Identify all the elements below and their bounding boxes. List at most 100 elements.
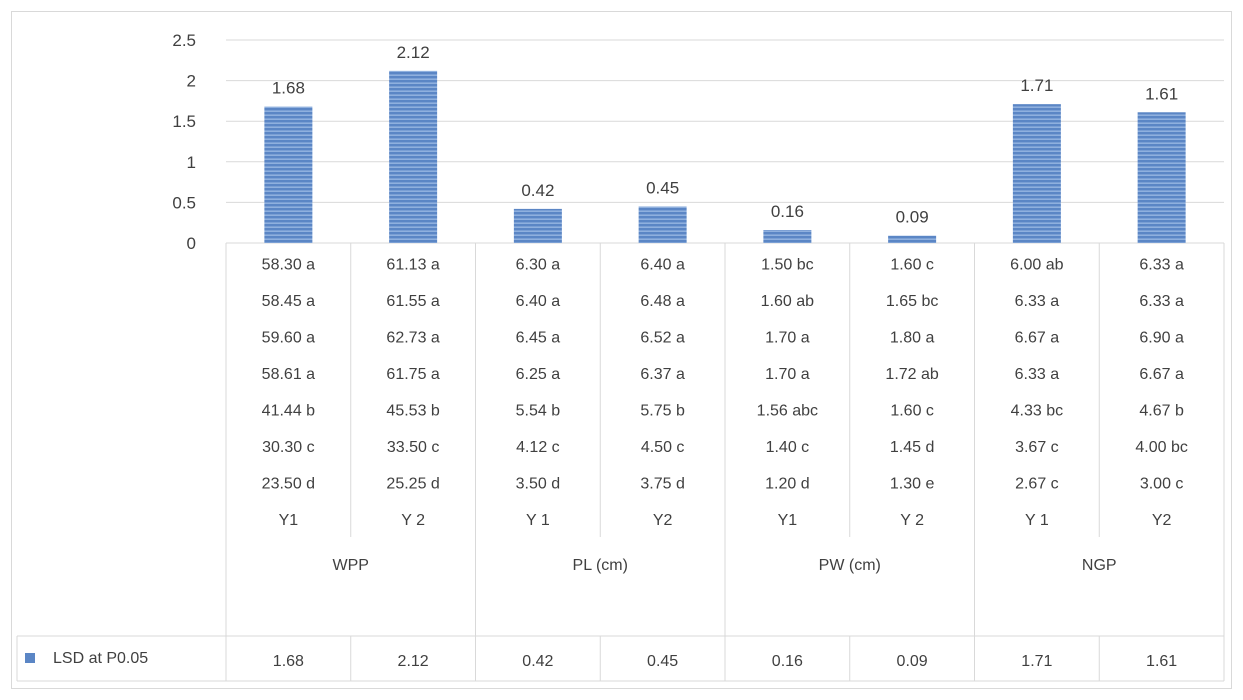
table-cell: 61.75 a [386, 366, 439, 383]
table-cell: 6.33 a [1139, 256, 1184, 273]
legend-row-value: 0.42 [522, 653, 553, 670]
table-cell: 1.70 a [765, 329, 810, 346]
table-cell: 5.75 b [640, 402, 685, 419]
table-cell: 2.67 c [1015, 475, 1059, 492]
legend-label: LSD at P0.05 [53, 650, 148, 667]
table-cell: 6.40 a [640, 256, 685, 273]
y-tick-label: 0.5 [172, 193, 196, 212]
table-cell: 6.48 a [640, 293, 685, 310]
x-group-label: NGP [1082, 557, 1117, 574]
table-cell: 59.60 a [262, 329, 315, 346]
bar [264, 106, 313, 243]
table-cell: 4.67 b [1139, 402, 1184, 419]
table-cell: 25.25 d [386, 475, 439, 492]
x-category-label: Y2 [653, 512, 673, 529]
table-cell: 5.54 b [516, 402, 561, 419]
table-cell: 6.33 a [1015, 293, 1060, 310]
table-cell: 6.52 a [640, 329, 685, 346]
y-tick-label: 0 [187, 234, 196, 253]
grid-layer [226, 39, 1224, 244]
table-cell: 6.25 a [516, 366, 561, 383]
table-cell: 41.44 b [262, 402, 315, 419]
table-cell: 1.80 a [890, 329, 935, 346]
table-cell: 58.30 a [262, 256, 315, 273]
table-cell: 6.67 a [1015, 329, 1060, 346]
table-cell: 1.20 d [765, 475, 809, 492]
table-cell: 62.73 a [386, 329, 439, 346]
table-cell: 6.45 a [516, 329, 561, 346]
table-cell: 4.50 c [641, 439, 685, 456]
table-cell: 1.56 abc [757, 402, 818, 419]
table-cell: 23.50 d [262, 475, 315, 492]
bar [389, 70, 438, 243]
legend-row-value: 1.61 [1146, 653, 1177, 670]
table-cell: 4.33 bc [1011, 402, 1063, 419]
table-cell: 4.12 c [516, 439, 560, 456]
table-cell: 61.13 a [386, 256, 439, 273]
bar-data-label: 1.61 [1145, 84, 1178, 103]
table-cell: 1.72 ab [885, 366, 938, 383]
bar [1012, 104, 1061, 243]
legend-swatch [25, 653, 35, 663]
table-cell: 3.00 c [1140, 475, 1184, 492]
table-cell: 1.30 e [890, 475, 935, 492]
y-tick-label: 2 [187, 72, 196, 91]
table-cell: 6.90 a [1139, 329, 1184, 346]
y-axis: 0 0.5 1 1.5 2 2.5 [172, 31, 196, 253]
bar-data-label: 0.09 [896, 208, 929, 227]
bar-data-label: 0.45 [646, 178, 679, 197]
x-group-label: WPP [333, 557, 369, 574]
bar-data-label: 0.42 [521, 181, 554, 200]
table-cell: 1.40 c [766, 439, 810, 456]
bar [763, 230, 812, 243]
x-category-label: Y1 [279, 512, 299, 529]
table-cell: 1.70 a [765, 366, 810, 383]
chart-frame [11, 11, 1232, 689]
bar [638, 206, 687, 243]
y-tick-label: 1 [187, 153, 196, 172]
bar [888, 235, 937, 243]
table-cell: 30.30 c [262, 439, 314, 456]
table-cell: 6.00 ab [1010, 256, 1063, 273]
y-tick-label: 2.5 [172, 31, 196, 50]
x-category-label: Y1 [778, 512, 798, 529]
x-category-label: Y 1 [526, 512, 550, 529]
x-category-label: Y 1 [1025, 512, 1049, 529]
bar-data-label: 1.71 [1020, 76, 1053, 95]
bar-data-label: 2.12 [397, 43, 430, 62]
bar-data-label: 1.68 [272, 79, 305, 98]
bar [1137, 112, 1186, 243]
table-cell: 6.33 a [1139, 293, 1184, 310]
table-cell: 33.50 c [387, 439, 439, 456]
table-cell: 6.30 a [516, 256, 561, 273]
table-cell: 1.60 c [890, 256, 934, 273]
x-group-label: PL (cm) [573, 557, 628, 574]
bar-data-label: 0.16 [771, 202, 804, 221]
y-tick-label: 1.5 [172, 112, 196, 131]
table-cell: 61.55 a [386, 293, 439, 310]
legend-row-value: 1.71 [1021, 653, 1052, 670]
table-cell: 58.61 a [262, 366, 315, 383]
table-cell: 1.50 bc [761, 256, 813, 273]
legend-row-value: 0.09 [897, 653, 928, 670]
table-cell: 1.65 bc [886, 293, 938, 310]
table-cell: 45.53 b [386, 402, 439, 419]
x-category-label: Y 2 [900, 512, 924, 529]
x-group-label: PW (cm) [819, 557, 881, 574]
x-category-label: Y 2 [401, 512, 425, 529]
table-cell: 6.33 a [1015, 366, 1060, 383]
table-cell: 6.40 a [516, 293, 561, 310]
table-cell: 1.45 d [890, 439, 934, 456]
table-cell: 4.00 bc [1135, 439, 1187, 456]
x-category-label: Y2 [1152, 512, 1172, 529]
table-cell: 58.45 a [262, 293, 315, 310]
table-cell: 3.75 d [640, 475, 684, 492]
legend-row-value: 0.45 [647, 653, 678, 670]
table-cell: 1.60 ab [761, 293, 814, 310]
table-cell: 3.67 c [1015, 439, 1059, 456]
bar-layer: 1.68 2.12 0.42 0.45 0.16 0.09 1.71 1.61 [264, 43, 1186, 243]
table-cell: 3.50 d [516, 475, 560, 492]
table-cell: 6.67 a [1139, 366, 1184, 383]
data-table: 58.30 a 61.13 a 6.30 a 6.40 a 1.50 bc 1.60 c 6… [16, 243, 1225, 682]
